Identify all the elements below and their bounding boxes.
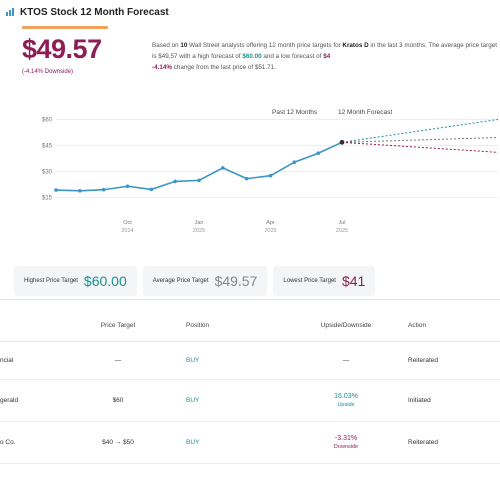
forecast-low-line	[341, 141, 499, 153]
x-tick-year: 2025	[264, 228, 276, 234]
action-cell: Reiterated	[408, 357, 438, 364]
updown-label: Downside	[333, 444, 359, 450]
title-underline	[22, 26, 108, 29]
header-price-target[interactable]: Price Target	[100, 322, 136, 329]
lowest-target-value: $41	[341, 273, 366, 289]
updown-percent: -3.31%	[334, 435, 358, 442]
price-point	[316, 151, 320, 156]
table-row[interactable]: o Co. $40 → $50 BUY -3.31% Downside Reit…	[0, 422, 500, 464]
position-cell: BUY	[186, 397, 200, 404]
x-tick-year: 2025	[336, 228, 348, 234]
price-point	[125, 184, 130, 189]
price-point	[78, 188, 82, 193]
current-price-point	[339, 139, 345, 145]
x-tick-label: Jan	[195, 220, 204, 226]
price-target-cell: —	[114, 357, 122, 364]
legend-forecast: 12 Month Forecast	[338, 109, 392, 116]
table-header: Price Target Position Upside/Downside Ac…	[0, 310, 500, 342]
card-header: KTOS Stock 12 Month Forecast	[0, 0, 500, 24]
summary-text-1: Based on	[152, 42, 181, 49]
action-cell: Initiated	[408, 397, 431, 404]
average-target-label: Average Price Target	[152, 278, 209, 284]
forecast-chart: $60 $45 $30 $15 Oct 2024 Jan 2025 Apr 2025 Jul 2025…	[20, 102, 500, 252]
price-point	[101, 187, 106, 192]
y-tick-label: $30	[42, 169, 53, 175]
price-change: (-4.14% Downside)	[22, 69, 74, 75]
summary-text-3: in the last 3 months. The average price …	[152, 42, 498, 60]
lowest-target-label: Lowest Price Target	[283, 278, 336, 284]
summary-low: $4	[323, 53, 331, 60]
forecast-card: KTOS Stock 12 Month Forecast $49.57 (-4.…	[0, 0, 500, 300]
average-price: $49.57	[22, 34, 102, 64]
summary-text-6: change from the last price of $51.71.	[171, 64, 276, 71]
highest-target-value: $60.00	[83, 273, 127, 289]
x-tick-year: 2024	[121, 228, 133, 234]
updown-percent: 16.03%	[334, 393, 358, 400]
price-target-cell: $60	[112, 397, 124, 404]
card-title: KTOS Stock 12 Month Forecast	[20, 6, 169, 18]
updown-cell: -3.31% Downside	[296, 435, 396, 450]
highest-target-label: Highest Price Target	[24, 278, 78, 284]
action-cell: Reiterated	[408, 439, 438, 446]
updown-cell: —	[342, 357, 350, 364]
forecast-average-line	[341, 137, 499, 143]
header-upside-downside[interactable]: Upside/Downside	[320, 322, 372, 329]
firm-name[interactable]: gerald	[0, 397, 19, 404]
price-point	[54, 188, 58, 192]
summary-text-2: Wall Street analysts offering 12 month p…	[187, 42, 343, 49]
price-point	[197, 178, 201, 183]
analyst-table: Price Target Position Upside/Downside Ac…	[0, 310, 500, 464]
past-price-line	[55, 141, 343, 192]
forecast-summary: Based on 10 Wall Street analysts offerin…	[152, 40, 500, 73]
summary-company: Kratos D	[342, 42, 369, 49]
price-point	[149, 187, 154, 192]
firm-name[interactable]: o Co.	[0, 439, 16, 446]
x-tick-label: Oct	[123, 220, 132, 226]
lowest-target-box: Lowest Price Target $41	[273, 266, 376, 296]
price-point	[173, 179, 177, 184]
forecast-chart-svg: $60 $45 $30 $15 Oct 2024 Jan 2025 Apr 2025 Jul 2025…	[42, 109, 499, 234]
price-target-cell: $40 → $50	[102, 439, 134, 446]
price-box: $49.57 (-4.14% Downside)	[22, 34, 142, 76]
average-target-box: Average Price Target $49.57	[142, 266, 268, 296]
x-tick-label: Jul	[338, 220, 345, 226]
highest-target-box: Highest Price Target $60.00	[14, 266, 137, 296]
updown-label: Upside	[337, 402, 355, 408]
y-tick-label: $60	[42, 117, 53, 123]
x-tick-label: Apr	[266, 220, 275, 226]
summary-high: $60.00	[242, 53, 262, 60]
price-point	[292, 160, 297, 165]
header-position[interactable]: Position	[186, 322, 210, 329]
price-point	[244, 176, 249, 181]
position-cell: BUY	[186, 357, 200, 364]
average-target-value: $49.57	[214, 273, 258, 289]
table-row[interactable]: gerald $60 BUY 16.03% Upside Initiated	[0, 380, 500, 422]
y-tick-label: $15	[42, 195, 53, 201]
price-point	[221, 166, 225, 170]
summary-change: -4.14%	[152, 64, 172, 71]
position-cell: BUY	[186, 439, 200, 446]
forecast-high-line	[341, 118, 499, 143]
header-action[interactable]: Action	[408, 322, 427, 329]
y-tick-label: $45	[42, 143, 53, 149]
firm-name[interactable]: ncial	[0, 357, 14, 364]
table-row[interactable]: ncial — BUY — Reiterated	[0, 342, 500, 380]
legend-past: Past 12 Months	[272, 109, 318, 116]
price-point	[268, 173, 273, 178]
summary-analysts: 10	[180, 42, 188, 49]
price-targets: Highest Price Target $60.00 Average Pric…	[14, 262, 500, 300]
summary-text-4: and a low forecast of	[261, 53, 324, 60]
updown-cell: 16.03% Upside	[296, 393, 396, 408]
x-tick-year: 2025	[193, 228, 205, 234]
chart-icon	[4, 6, 16, 18]
